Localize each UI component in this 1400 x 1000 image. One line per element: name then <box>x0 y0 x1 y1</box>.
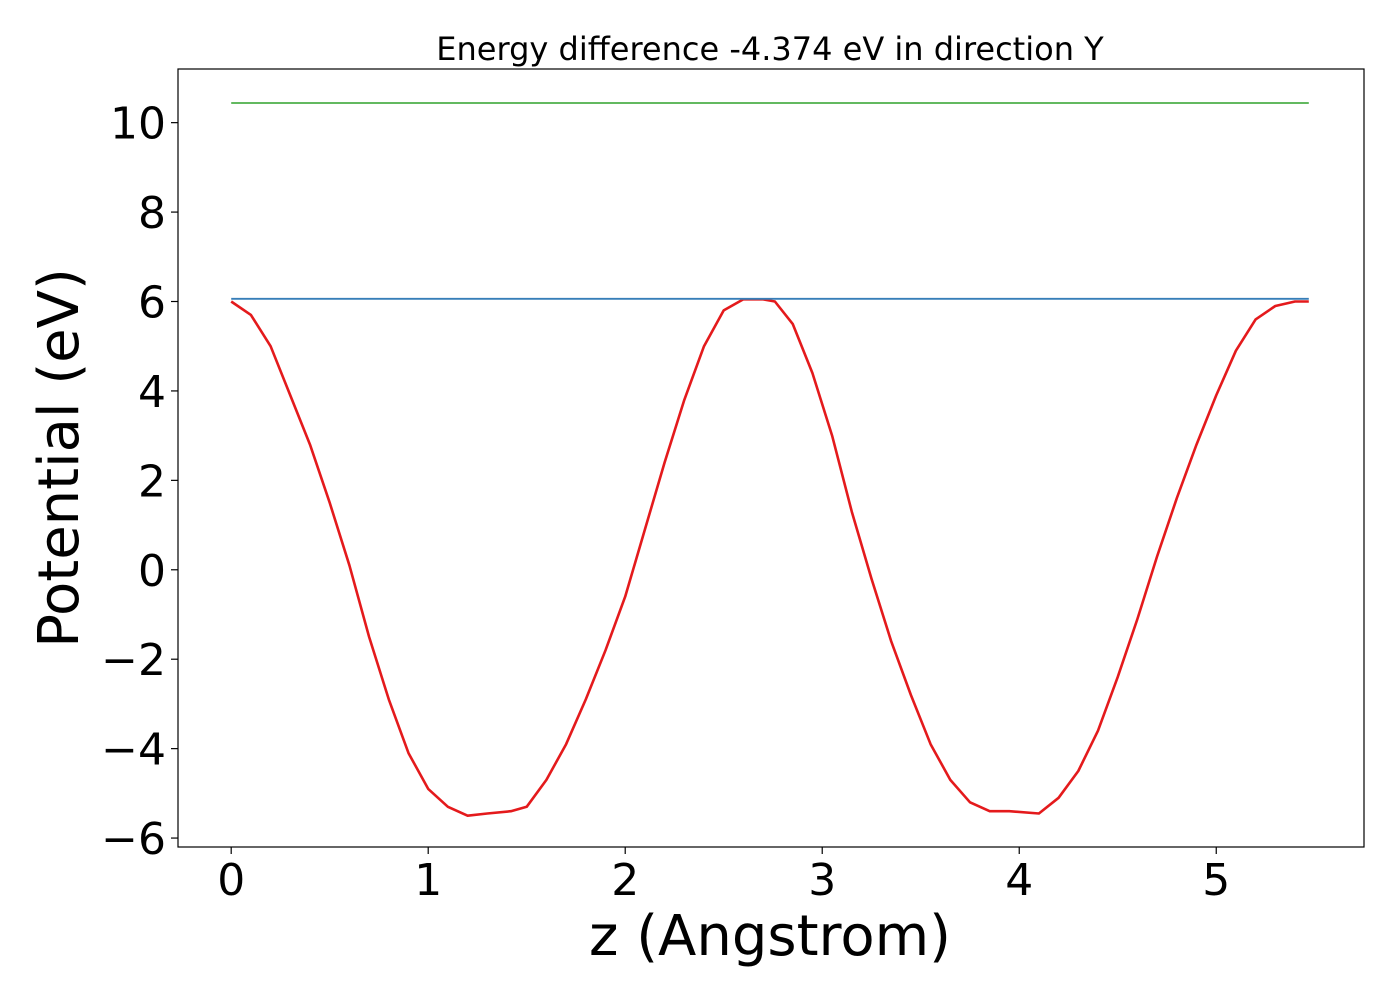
x-tick-label: 1 <box>414 855 442 906</box>
y-tick-label: 0 <box>138 546 166 597</box>
chart-title: Energy difference -4.374 eV in direction… <box>436 30 1104 68</box>
y-tick-label: 6 <box>138 278 166 329</box>
y-tick-label: 2 <box>138 456 166 507</box>
ticks-layer: 0 1 2 3 4 5 −6 −4 −2 0 2 4 6 8 10 <box>101 99 1230 906</box>
series-line-0 <box>230 297 1309 818</box>
x-tick-label: 4 <box>1005 855 1033 906</box>
x-tick-label: 0 <box>217 855 245 906</box>
y-tick-label: 10 <box>110 99 166 150</box>
x-tick-label: 5 <box>1202 855 1230 906</box>
y-tick-label: −6 <box>101 814 166 865</box>
series-layer <box>230 102 1309 818</box>
x-axis-label: z (Angstrom) <box>589 904 951 969</box>
y-tick-label: 8 <box>138 188 166 239</box>
x-tick-label: 2 <box>611 855 639 906</box>
y-axis-label: Potential (eV) <box>27 268 92 648</box>
y-tick-label: −2 <box>101 635 166 686</box>
plot-frame <box>177 68 1365 848</box>
y-tick-label: −4 <box>101 725 166 776</box>
x-tick-label: 3 <box>808 855 836 906</box>
y-tick-label: 4 <box>138 367 166 418</box>
